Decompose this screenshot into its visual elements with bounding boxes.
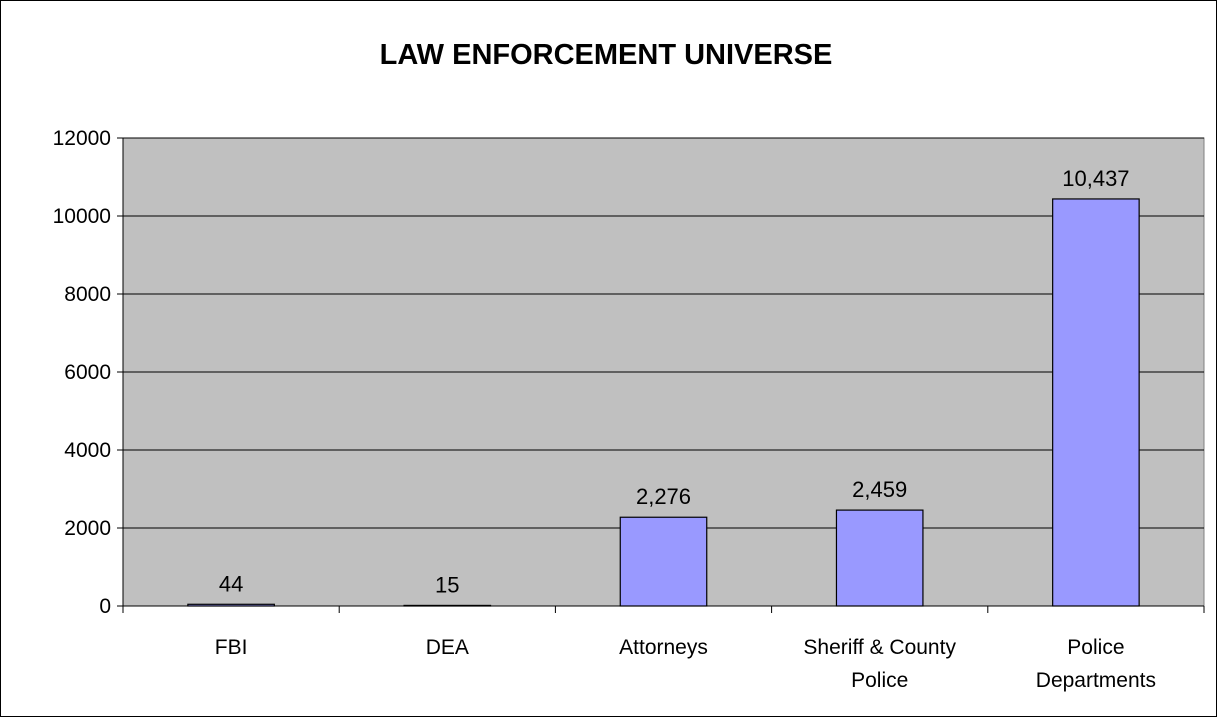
x-category-label: Police Departments [1036, 636, 1156, 692]
bars [187, 198, 1140, 607]
x-category-label: FBI [215, 636, 248, 659]
y-tick-label: 4000 [64, 439, 111, 462]
data-labels: 44 15 2,276 2,459 10,437 [219, 166, 1130, 597]
y-tick-label: 6000 [64, 361, 111, 384]
y-axis: 0 2000 4000 6000 8000 10000 12000 [53, 127, 124, 618]
data-label: 2,459 [852, 477, 907, 502]
data-label: 44 [219, 571, 243, 596]
x-category-label: DEA [426, 636, 469, 659]
bar [1052, 198, 1140, 607]
bar [403, 604, 492, 607]
data-label: 15 [435, 572, 459, 597]
bar [835, 509, 924, 607]
chart-title: LAW ENFORCEMENT UNIVERSE [380, 39, 833, 71]
y-tick-label: 10000 [53, 205, 111, 228]
gridlines [123, 137, 1204, 529]
x-category-label: Attorneys [619, 636, 708, 659]
x-category-label: Sheriff & County Police [803, 636, 956, 692]
data-label: 2,276 [636, 484, 691, 509]
data-label: 10,437 [1062, 166, 1129, 191]
y-tick-label: 8000 [64, 283, 111, 306]
y-tick-label: 2000 [64, 517, 111, 540]
x-axis: FBI DEA Attorneys Sheriff & County Police Pol… [122, 605, 1205, 692]
y-tick-label: 0 [99, 595, 111, 618]
bar [187, 603, 275, 607]
bar [619, 516, 708, 607]
y-tick-label: 12000 [53, 127, 111, 150]
